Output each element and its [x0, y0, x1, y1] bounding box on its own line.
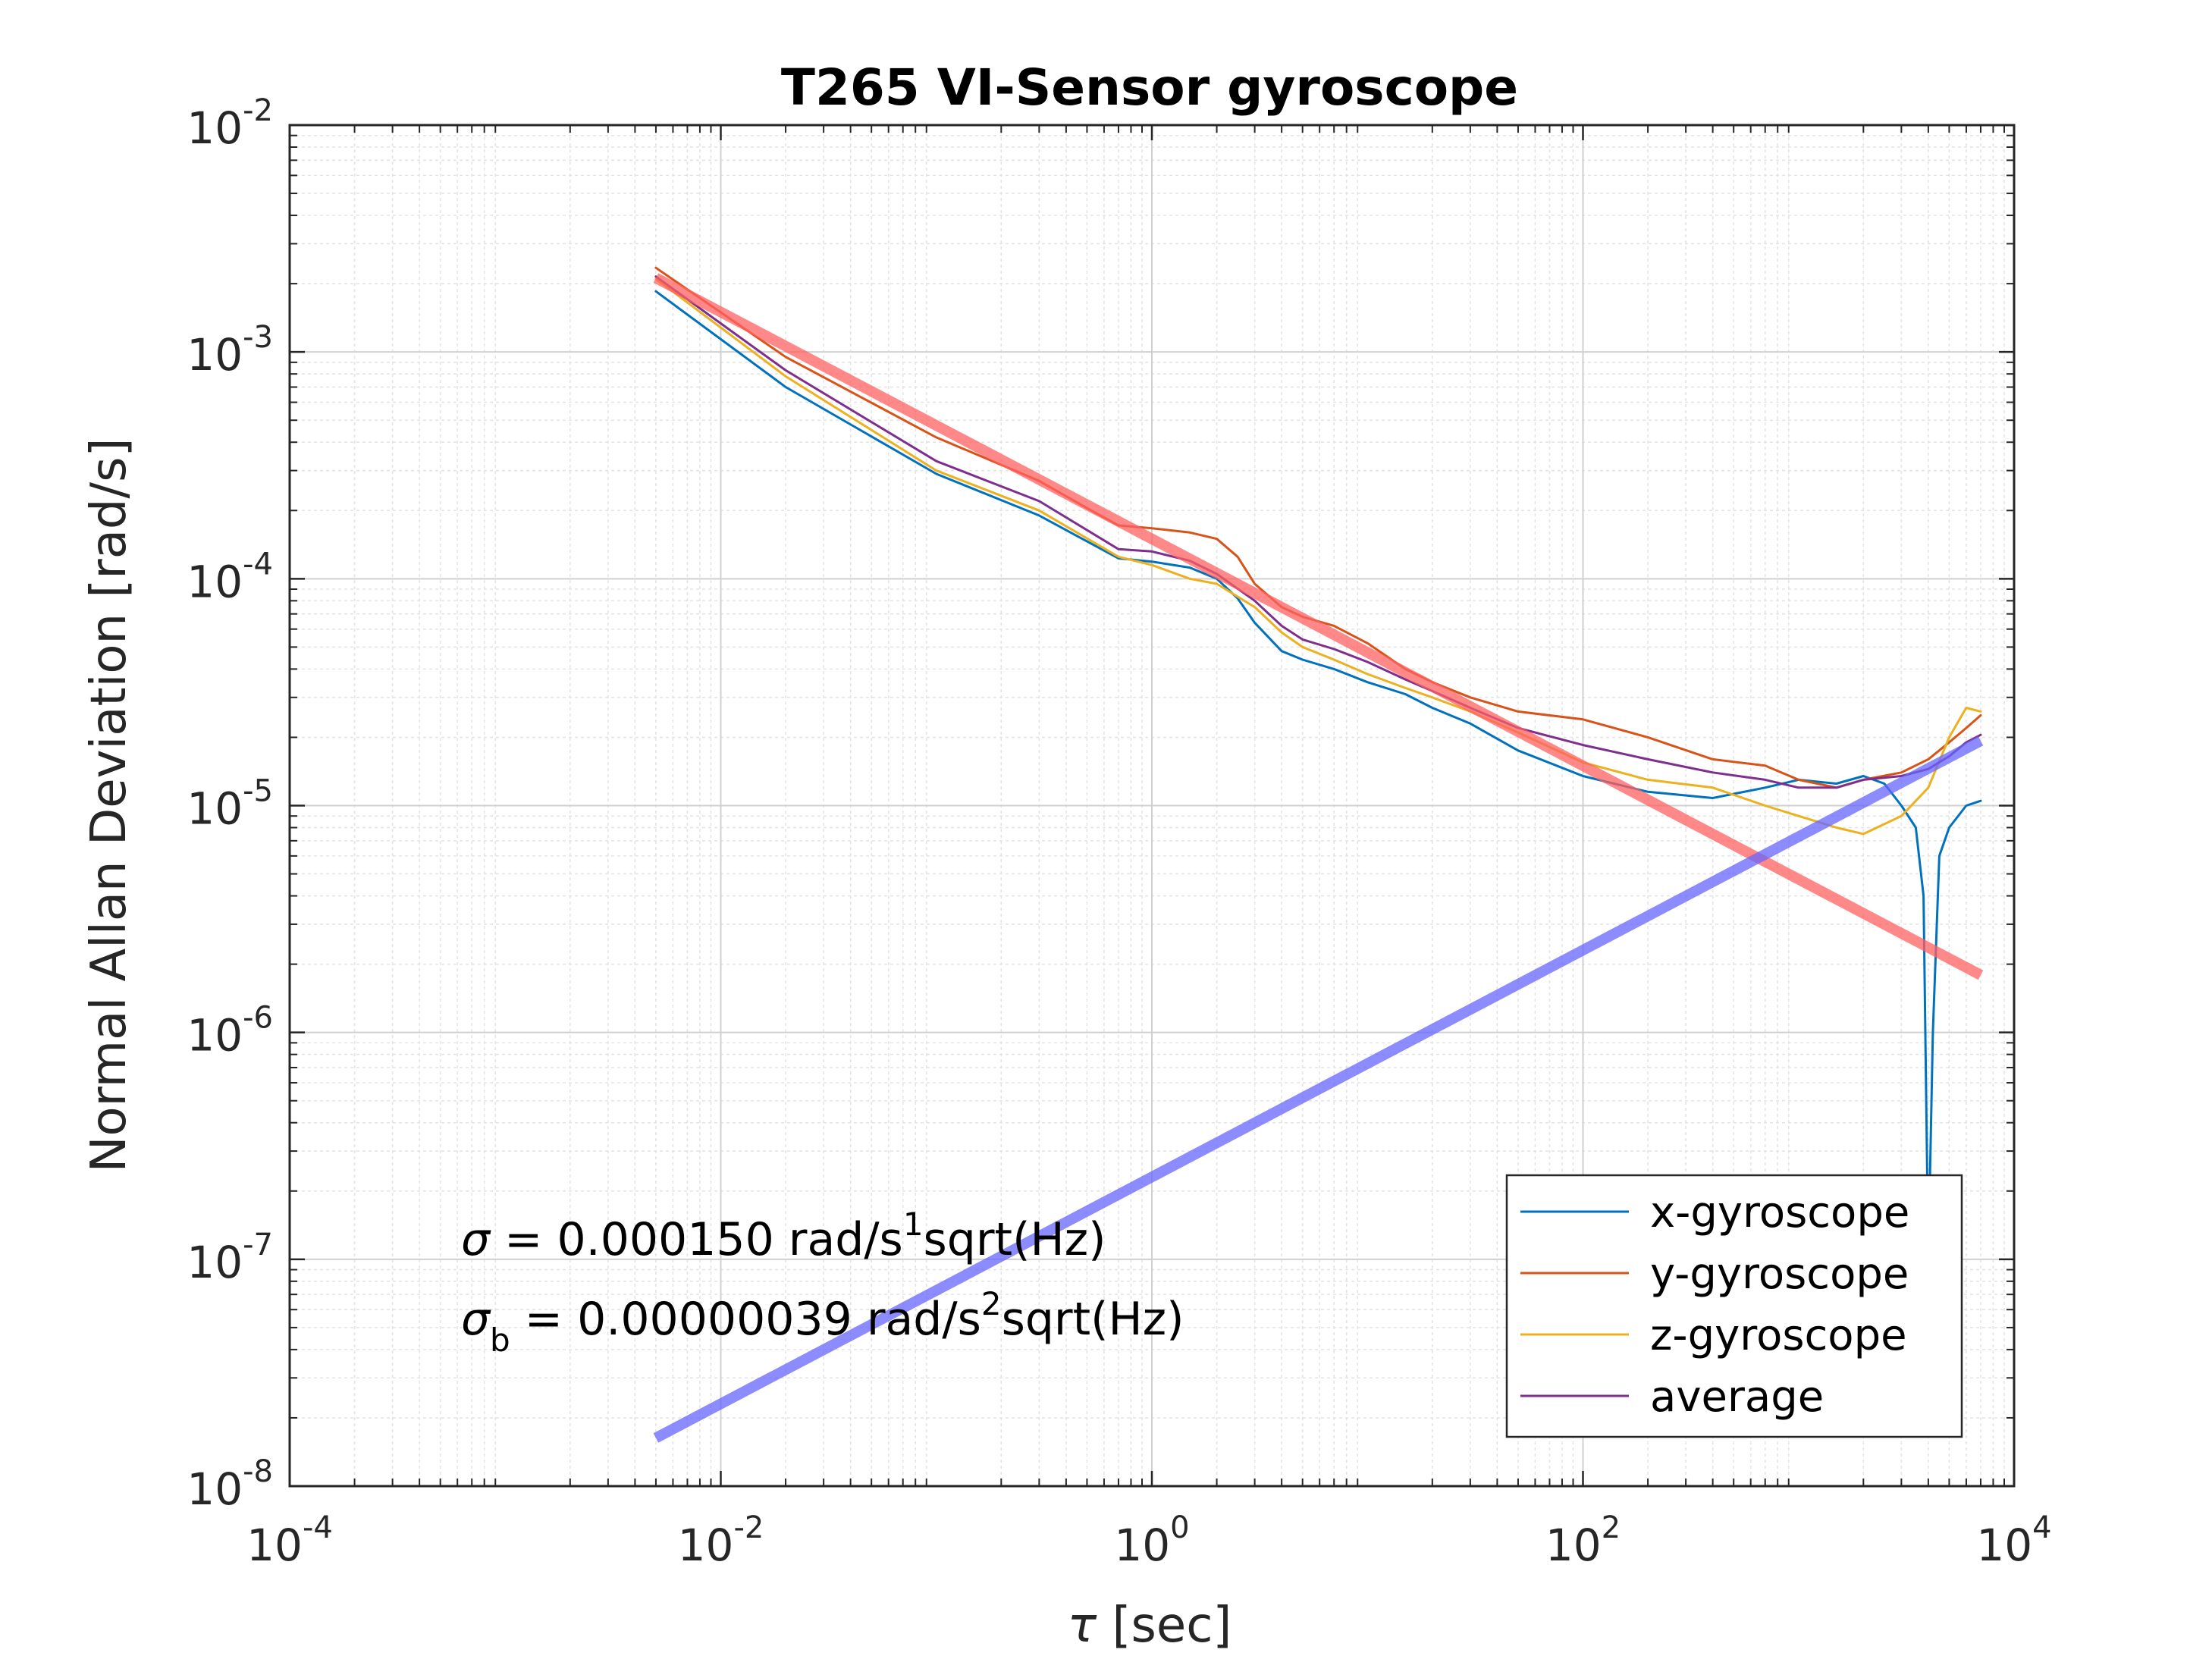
y-tick-label: 10-6 [187, 1001, 273, 1062]
y-tick-labels: 10-8 10-7 10-6 10-5 10-4 10-3 10-2 [187, 93, 273, 1515]
z-gyroscope-line [654, 278, 1982, 836]
y-tick-label: 10-3 [187, 320, 273, 381]
y-axis-label: Normal Allan Deviation [rad/s] [81, 438, 137, 1173]
svg-text:σb = 0.00000039 rad/s2sqrt(Hz): σb = 0.00000039 rad/s2sqrt(Hz) [461, 1285, 1184, 1359]
legend-item-x-gyroscope: x-gyroscope [1520, 1188, 1909, 1237]
x-tick-label: 10-2 [678, 1510, 764, 1571]
y-tick-label: 10-5 [187, 774, 273, 835]
legend-item-average: average [1520, 1372, 1824, 1422]
annotation-sigma-b: σb = 0.00000039 rad/s2sqrt(Hz) [461, 1285, 1184, 1359]
annotation-sigma: σ = 0.000150 rad/s1sqrt(Hz) [461, 1206, 1106, 1266]
legend-label: y-gyroscope [1650, 1250, 1909, 1299]
tick-marks [288, 124, 2016, 1488]
legend-item-y-gyroscope: y-gyroscope [1520, 1250, 1909, 1299]
y-tick-label: 10-8 [187, 1454, 273, 1515]
series-layer [653, 266, 1984, 1443]
x-tick-label: 102 [1545, 1510, 1621, 1571]
x-gyroscope-line [654, 290, 1982, 1261]
x-tick-label: 100 [1114, 1510, 1189, 1571]
legend-label: z-gyroscope [1650, 1311, 1907, 1360]
legend-label: average [1650, 1372, 1824, 1422]
y-tick-label: 10-7 [187, 1228, 273, 1288]
legend-box [1505, 1174, 1963, 1438]
legend: x-gyroscope y-gyroscope z-gyroscope average [1505, 1174, 1963, 1438]
legend-label: x-gyroscope [1650, 1188, 1909, 1237]
x-tick-label: 104 [1976, 1510, 2051, 1571]
x-tick-labels: 10-4 10-2 100 102 104 [246, 1510, 2051, 1571]
y-tick-label: 10-4 [187, 547, 273, 607]
x-tick-label: 10-4 [246, 1510, 333, 1571]
legend-item-z-gyroscope: z-gyroscope [1520, 1311, 1907, 1360]
y-tick-label: 10-2 [187, 93, 273, 154]
chart-title: T265 VI-Sensor gyroscope [781, 58, 1518, 117]
svg-text:σ = 0.000150 rad/s1sqrt(Hz): σ = 0.000150 rad/s1sqrt(Hz) [461, 1206, 1106, 1266]
x-axis-label: τ [sec] [1068, 1598, 1232, 1654]
blue-fit-line [653, 735, 1984, 1443]
